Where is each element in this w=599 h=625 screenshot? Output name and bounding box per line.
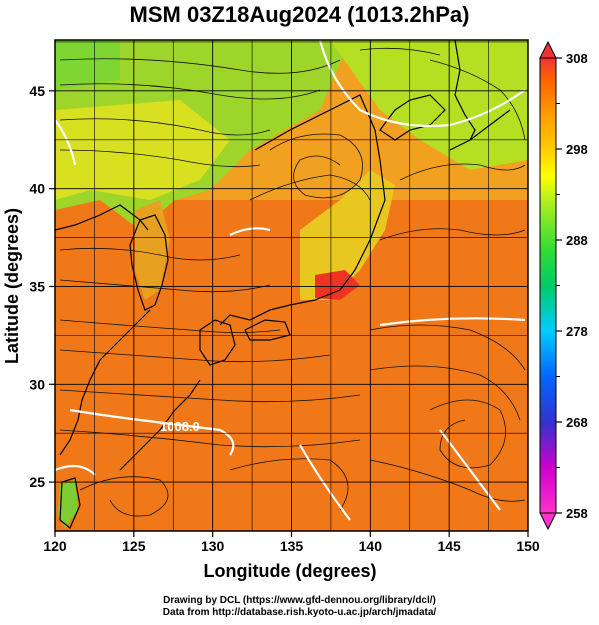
- colorbar-ticks: 258 268 278 288 298 308: [556, 51, 588, 521]
- colorbar-bottom-arrow: [539, 512, 557, 531]
- y-axis-label: Latitude (degrees): [2, 208, 22, 364]
- credits-drawing: Drawing by DCL (https://www.gfd-dennou.o…: [163, 595, 436, 606]
- x-tick-label: 140: [359, 538, 383, 554]
- x-axis-label: Longitude (degrees): [203, 561, 376, 581]
- colorbar: 258 268 278 288 298 308: [539, 40, 588, 531]
- isobar-east-b: [439, 429, 501, 511]
- x-tick-label: 135: [280, 538, 304, 554]
- y-tick-label: 45: [29, 83, 45, 99]
- taiwan-green-field: [58, 480, 78, 528]
- x-tick-label: 125: [122, 538, 146, 554]
- shikoku-coastline: [244, 319, 291, 341]
- y-axis-ticks: 25 30 35 40 45: [29, 83, 55, 490]
- ryukyu-islands: [119, 379, 201, 471]
- isobar-mid: [229, 227, 271, 236]
- isobar-west: [55, 119, 77, 166]
- y-tick-label: 30: [29, 376, 45, 392]
- colorbar-body: [539, 57, 557, 514]
- kyushu-coastline: [199, 319, 236, 366]
- kuril-coastline: [449, 109, 511, 151]
- sakhalin-coastline: [454, 40, 476, 141]
- colorbar-top-arrow: [539, 40, 557, 59]
- page-title: MSM 03Z18Aug2024 (1013.2hPa): [129, 2, 470, 27]
- isobar-east: [379, 317, 526, 327]
- x-axis-ticks: 120 125 130 135 140 145 150: [43, 531, 540, 554]
- lat-lon-grid: [55, 40, 528, 531]
- isobar-south-b: [299, 444, 351, 521]
- isobar-label: 1008.0: [160, 419, 200, 434]
- korea-coastline: [129, 214, 169, 311]
- china-coastline: [55, 204, 151, 456]
- y-tick-label: 25: [29, 474, 45, 490]
- japan-land-field: [300, 170, 395, 300]
- x-tick-label: 130: [201, 538, 225, 554]
- y-tick-label: 40: [29, 181, 45, 197]
- credits: Drawing by DCL (https://www.gfd-dennou.o…: [0, 595, 599, 619]
- isobar-south-a: [55, 464, 96, 476]
- isobars: [55, 40, 526, 521]
- isobar-1008: [69, 408, 235, 456]
- map-area: 1008.0: [55, 40, 528, 531]
- colorbar-tick-label: 278: [566, 324, 588, 339]
- northeast-green-field: [330, 40, 528, 170]
- x-tick-label: 150: [516, 538, 540, 554]
- colorbar-tick-label: 298: [566, 142, 588, 157]
- taiwan-coastline: [59, 477, 81, 529]
- y-tick-label: 35: [29, 278, 45, 294]
- north-sea-green-field: [55, 40, 120, 90]
- coastlines: [55, 40, 511, 529]
- honshu-coastline: [219, 94, 386, 326]
- hokkaido-coastline: [379, 94, 446, 141]
- colorbar-tick-label: 308: [566, 51, 588, 66]
- x-tick-label: 145: [437, 538, 461, 554]
- continent-yellow-field: [55, 100, 230, 200]
- colorbar-tick-label: 258: [566, 506, 588, 521]
- map-figure: 1008.0 120 125 130 135 140 145 150 2530354045 …: [2, 39, 588, 581]
- x-tick-label: 120: [43, 538, 67, 554]
- credits-data: Data from http://database.rish.kyoto-u.a…: [162, 607, 437, 618]
- colorbar-tick-label: 288: [566, 233, 588, 248]
- colorbar-tick-label: 268: [566, 415, 588, 430]
